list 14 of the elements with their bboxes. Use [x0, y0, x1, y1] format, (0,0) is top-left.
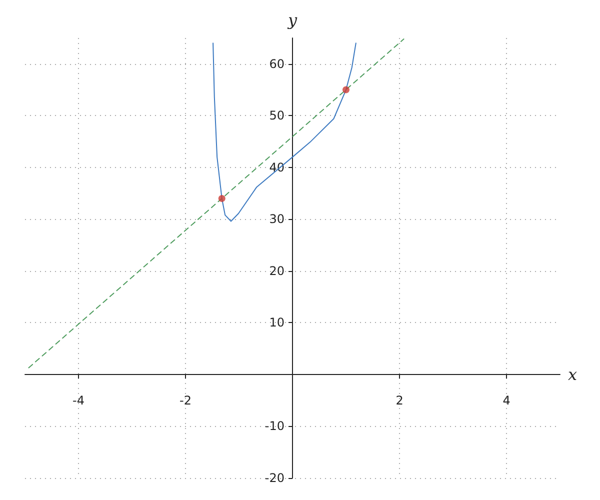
x-tick-label: -2	[180, 393, 192, 408]
x-axis-title: x	[568, 364, 578, 384]
y-tick-label: 60	[269, 56, 284, 71]
y-tick-label: 10	[269, 316, 284, 330]
line-series	[212, 42, 356, 222]
y-tick-label: -10	[264, 419, 284, 434]
x-tick-label: -4	[72, 393, 84, 408]
y-tick-label: 20	[269, 264, 284, 278]
x-tick-label: 4	[502, 393, 510, 408]
y-tick-label: 50	[269, 108, 284, 123]
x-tick-label: 2	[396, 393, 404, 408]
y-tick-label: -20	[264, 471, 284, 485]
y-tick-label: 30	[269, 212, 284, 226]
y-axis-title: y	[286, 10, 298, 30]
